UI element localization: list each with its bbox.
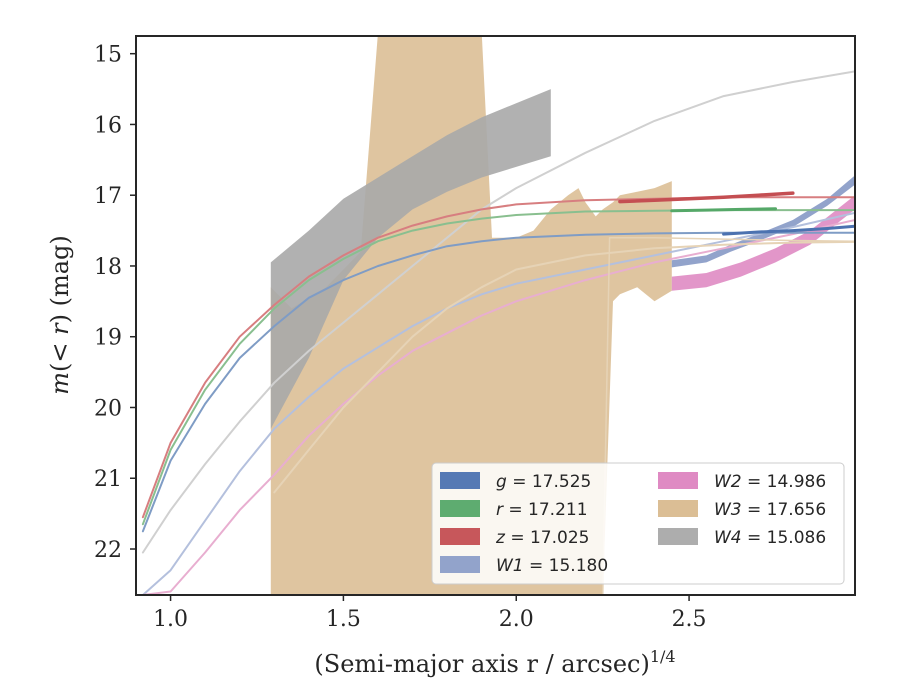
- series-line-r-data: [670, 207, 777, 213]
- series-line-w3-model2: [602, 236, 855, 595]
- series-line-g-data: [722, 224, 855, 236]
- legend-label: W4 = 15.086: [714, 528, 826, 548]
- legend-swatch: [658, 500, 698, 517]
- y-tick-label: 21: [94, 467, 122, 492]
- x-tick-label: 2.0: [499, 607, 534, 632]
- legend-label: g = 17.525: [496, 472, 591, 492]
- y-tick-label: 19: [94, 326, 122, 351]
- series-band-w4: [270, 89, 551, 429]
- series-line-w3-model: [273, 240, 855, 494]
- series-line-z-data: [618, 191, 795, 204]
- x-axis-label-text: (Semi-major axis r / arcsec): [314, 650, 649, 678]
- legend-swatch: [658, 528, 698, 545]
- y-tick-label: 17: [94, 184, 122, 209]
- y-tick-label: 20: [94, 396, 122, 421]
- legend-label: W3 = 17.656: [714, 500, 826, 520]
- legend-label: W2 = 14.986: [714, 472, 826, 492]
- legend-swatch: [440, 556, 480, 573]
- legend-swatch: [658, 472, 698, 489]
- series-line-w1-model: [141, 211, 855, 595]
- legend-swatch: [440, 472, 480, 489]
- x-axis-label: (Semi-major axis r / arcsec)1/4: [314, 647, 675, 678]
- legend-label: W1 = 15.180: [496, 556, 608, 576]
- x-axis-label-exponent: 1/4: [650, 647, 676, 666]
- legend-label: z = 17.025: [495, 528, 589, 548]
- series-band-w2-data: [671, 195, 855, 291]
- legend-swatch: [440, 528, 480, 545]
- legend-frame: [431, 462, 845, 585]
- y-tick-label: 22: [94, 538, 122, 563]
- x-tick-label: 1.5: [326, 607, 361, 632]
- y-tick-label: 15: [94, 43, 122, 68]
- axis-ticks: 1.0 1.5 2.0 2.5 15 16 17 18 19 20 21 22: [94, 43, 707, 632]
- axes-frame: [135, 35, 856, 596]
- series-line-w2-model: [141, 219, 855, 595]
- x-tick-label: 1.0: [153, 607, 188, 632]
- legend-swatch: [440, 500, 480, 517]
- y-axis-label: m(< r) (mag): [46, 235, 74, 395]
- legend: g = 17.525 r = 17.211 z = 17.025 W1 = 15.18…: [431, 462, 845, 585]
- series-line-g-model: [141, 231, 855, 533]
- series-band-w3: [270, 36, 672, 595]
- legend-label: r = 17.211: [496, 500, 588, 520]
- series-line-w4-model: [141, 70, 855, 554]
- series-band-w1-data: [671, 175, 855, 268]
- plot-area: [141, 36, 855, 595]
- y-tick-label: 16: [94, 113, 122, 138]
- y-tick-label: 18: [94, 255, 122, 280]
- x-tick-label: 2.5: [672, 607, 707, 632]
